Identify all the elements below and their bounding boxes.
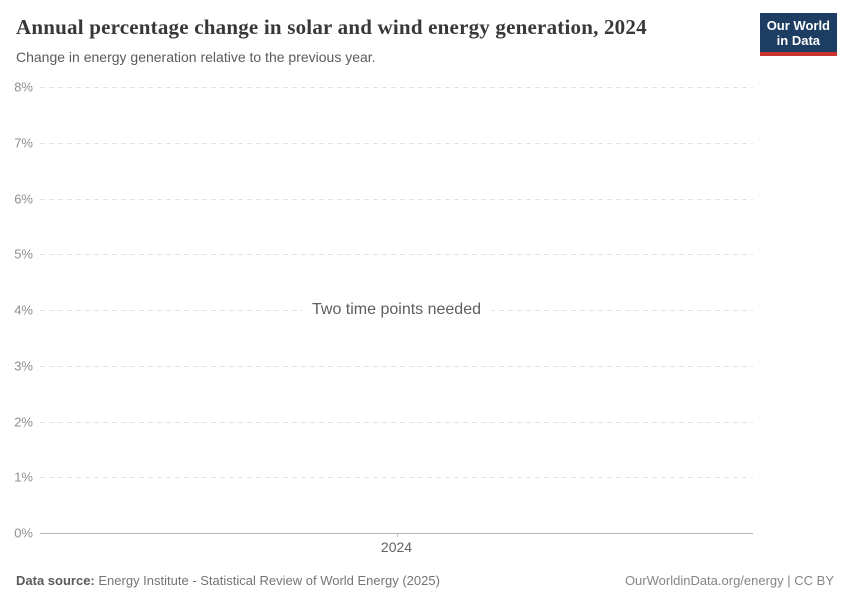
- y-gridline: [40, 198, 753, 200]
- y-axis-labels: 0% 1% 2% 3% 4% 5% 6% 7% 8%: [0, 80, 33, 541]
- x-axis-line: [40, 533, 753, 534]
- footer: Data source: Energy Institute - Statisti…: [16, 573, 834, 588]
- y-tick-label: 7%: [14, 135, 33, 151]
- owid-logo[interactable]: Our World in Data: [759, 13, 837, 56]
- data-source-label: Data source:: [16, 573, 95, 588]
- y-gridline: [40, 365, 753, 367]
- y-gridline: [40, 142, 753, 144]
- y-tick-label: 4%: [14, 302, 33, 318]
- chart-subtitle: Change in energy generation relative to …: [16, 49, 376, 65]
- y-tick-label: 2%: [14, 414, 33, 429]
- x-axis-tick-label: 2024: [380, 539, 413, 555]
- data-source: Data source: Energy Institute - Statisti…: [16, 573, 440, 588]
- y-tick-label: 0%: [14, 525, 33, 541]
- empty-state-message: Two time points needed: [302, 299, 491, 321]
- x-axis-tick: [396, 533, 398, 537]
- y-gridline: [40, 87, 753, 88]
- y-tick-label: 8%: [14, 79, 33, 95]
- y-gridline: [40, 254, 753, 256]
- y-tick-label: 5%: [14, 246, 33, 262]
- y-gridline: [40, 421, 753, 423]
- y-tick-label: 3%: [14, 358, 33, 374]
- owid-logo-line2: in Data: [776, 33, 821, 48]
- data-source-link[interactable]: Energy Institute - Statistical Review of…: [98, 573, 440, 588]
- y-tick-label: 6%: [14, 191, 33, 206]
- chart-title: Annual percentage change in solar and wi…: [16, 15, 647, 39]
- attribution-link[interactable]: OurWorldinData.org/energy | CC BY: [624, 573, 834, 588]
- y-tick-label: 1%: [14, 469, 33, 485]
- y-gridline: [40, 477, 753, 479]
- owid-logo-line1: Our World: [766, 18, 830, 33]
- plot-area: Two time points needed 2024: [40, 87, 753, 555]
